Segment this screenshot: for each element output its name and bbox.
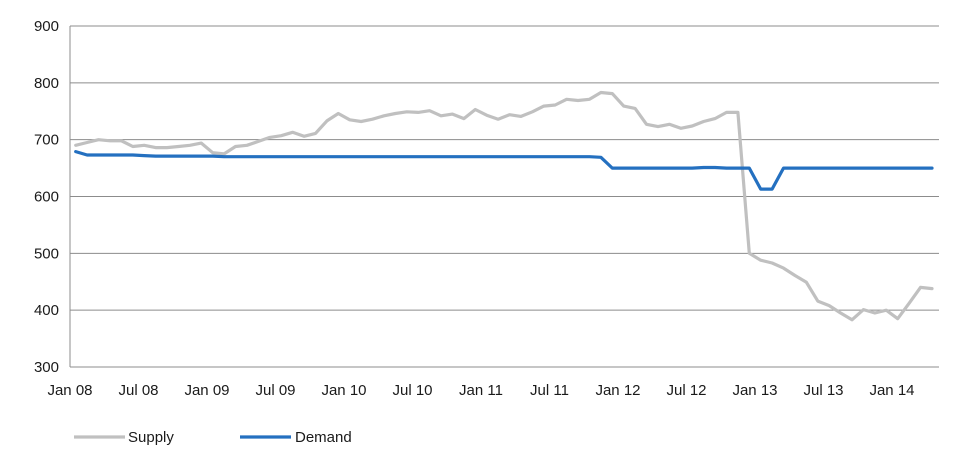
series-line-demand — [74, 150, 934, 191]
y-tick-label: 600 — [34, 189, 59, 206]
x-tick-label: Jan 09 — [184, 382, 229, 399]
y-tick-label: 500 — [34, 245, 59, 262]
x-tick-label: Jul 12 — [666, 382, 706, 399]
x-tick-label: Jul 08 — [118, 382, 158, 399]
legend-label-supply: Supply — [128, 429, 174, 446]
y-tick-label: 300 — [34, 359, 59, 376]
legend: Supply Demand — [74, 429, 352, 446]
series-line-supply — [74, 90, 934, 322]
x-tick-label: Jan 11 — [459, 382, 503, 399]
x-tick-label: Jul 09 — [255, 382, 295, 399]
x-tick-label: Jul 11 — [530, 382, 569, 399]
y-tick-label: 900 — [34, 18, 59, 35]
y-tick-label: 400 — [34, 302, 59, 319]
y-tick-label: 700 — [34, 132, 59, 149]
x-tick-label: Jan 10 — [321, 382, 366, 399]
x-tick-label: Jul 13 — [803, 382, 843, 399]
y-tick-label: 800 — [34, 75, 59, 92]
legend-label-demand: Demand — [295, 429, 352, 446]
x-tick-label: Jan 12 — [595, 382, 640, 399]
grid-lines — [70, 25, 939, 311]
series-lines — [74, 90, 934, 322]
x-tick-label: Jan 14 — [869, 382, 914, 399]
x-tick-label: Jan 13 — [732, 382, 777, 399]
x-tick-label: Jul 10 — [392, 382, 432, 399]
axes: 300 400 500 600 700 800 900 Jan 08 Jul 08 Jan 09 J… — [34, 18, 939, 399]
x-tick-label: Jan 08 — [47, 382, 92, 399]
